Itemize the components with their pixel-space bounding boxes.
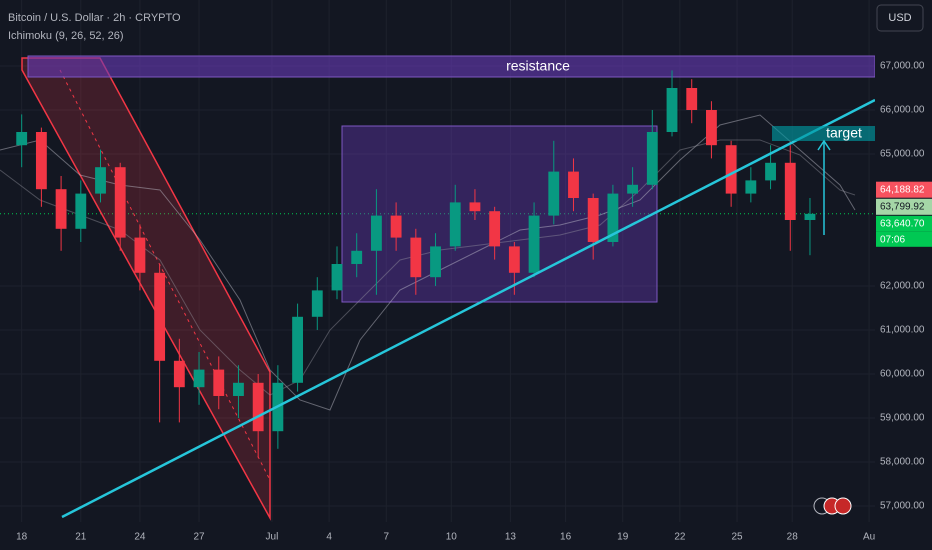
price-label: 64,188.82 bbox=[880, 184, 925, 195]
countdown: 07:06 bbox=[880, 234, 905, 245]
candles bbox=[16, 70, 816, 458]
grid bbox=[0, 0, 875, 525]
time-axis bbox=[0, 522, 932, 550]
ichimoku-line bbox=[0, 114, 856, 411]
candle-body bbox=[430, 246, 441, 278]
candle-body bbox=[370, 215, 382, 251]
candle-body bbox=[410, 237, 422, 278]
x-tick-label: 28 bbox=[787, 532, 799, 543]
y-tick-label: 66,000.00 bbox=[880, 105, 925, 116]
y-tick-label: 60,000.00 bbox=[880, 369, 925, 380]
price-label-box bbox=[876, 215, 932, 232]
candle-body bbox=[449, 202, 461, 247]
target-label: target bbox=[826, 125, 862, 141]
candle-body bbox=[548, 171, 560, 216]
price-label-box bbox=[876, 181, 932, 198]
x-tick-label: 21 bbox=[75, 532, 87, 543]
currency-text[interactable]: USD bbox=[888, 12, 911, 24]
x-tick-label: 19 bbox=[617, 532, 629, 543]
countdown-box bbox=[876, 231, 932, 247]
target-arrowhead bbox=[817, 139, 831, 151]
x-tick-label: 16 bbox=[560, 532, 572, 543]
candle-body bbox=[252, 382, 264, 432]
candle-body bbox=[469, 202, 481, 212]
candle-body bbox=[489, 211, 501, 247]
candle-body bbox=[55, 189, 67, 229]
candle-body bbox=[75, 193, 87, 229]
candle-body bbox=[331, 263, 343, 291]
candle-body bbox=[292, 316, 303, 383]
price-label: 63,799.92 bbox=[880, 201, 925, 212]
candle-body bbox=[528, 215, 540, 273]
y-tick-label: 57,000.00 bbox=[880, 501, 925, 512]
candle-body bbox=[213, 369, 225, 396]
price-label: 63,640.70 bbox=[880, 218, 925, 229]
x-tick-label: 22 bbox=[674, 532, 686, 543]
candle-body bbox=[154, 272, 166, 361]
x-tick-label: 4 bbox=[326, 532, 332, 543]
price-label-box bbox=[876, 198, 932, 215]
candle-body bbox=[114, 167, 126, 238]
target-box bbox=[772, 126, 875, 141]
candle-body bbox=[134, 237, 146, 273]
candle-body bbox=[804, 213, 816, 220]
axis-labels: 67,000.00 66,000.00 65,000.00 62,000.00 61,0… bbox=[16, 61, 932, 543]
candle-body bbox=[587, 197, 599, 242]
x-tick-label: 18 bbox=[16, 532, 28, 543]
candle-body bbox=[173, 360, 185, 388]
candle-body bbox=[745, 180, 757, 194]
y-tick-label: 62,000.00 bbox=[880, 281, 925, 292]
symbol-title: Bitcoin / U.S. Dollar · 2h · CRYPTO bbox=[8, 12, 181, 24]
y-tick-label: 61,000.00 bbox=[880, 325, 925, 336]
x-tick-label: Jul bbox=[266, 532, 279, 543]
x-tick-label: 24 bbox=[134, 532, 146, 543]
candle-body bbox=[706, 109, 717, 146]
x-tick-label: 25 bbox=[731, 532, 743, 543]
indicator-title: Ichimoku (9, 26, 52, 26) bbox=[8, 30, 124, 42]
resistance-label: resistance bbox=[506, 58, 570, 74]
event-icon[interactable] bbox=[834, 497, 852, 515]
candle-body bbox=[666, 87, 678, 132]
candle-body bbox=[607, 193, 619, 242]
candle-body bbox=[35, 131, 47, 190]
resistance-box bbox=[27, 55, 876, 78]
y-tick-label: 58,000.00 bbox=[880, 457, 925, 468]
candle-body bbox=[784, 162, 796, 220]
candle-body bbox=[351, 250, 363, 264]
currency-button[interactable] bbox=[876, 4, 924, 32]
candle-body bbox=[568, 171, 579, 198]
candle-body bbox=[686, 87, 698, 110]
candle-body bbox=[765, 162, 776, 181]
candle-body bbox=[725, 145, 737, 194]
candle-body bbox=[627, 184, 639, 194]
candle-body bbox=[646, 131, 658, 185]
price-axis bbox=[875, 0, 932, 550]
x-tick-label: 13 bbox=[505, 532, 517, 543]
candle-body bbox=[95, 167, 106, 194]
y-tick-label: 67,000.00 bbox=[880, 61, 925, 72]
x-tick-label: Au bbox=[863, 532, 875, 543]
x-tick-label: 7 bbox=[383, 532, 389, 543]
y-tick-label: 65,000.00 bbox=[880, 149, 925, 160]
candle-body bbox=[16, 131, 28, 146]
candle-body bbox=[508, 246, 520, 273]
y-tick-label: 59,000.00 bbox=[880, 413, 925, 424]
trendline bbox=[61, 98, 876, 519]
candle-body bbox=[233, 382, 244, 396]
x-tick-label: 27 bbox=[193, 532, 205, 543]
x-tick-label: 10 bbox=[446, 532, 458, 543]
candle-body bbox=[390, 215, 402, 238]
candle-body bbox=[311, 290, 323, 317]
candle-body bbox=[193, 369, 205, 388]
